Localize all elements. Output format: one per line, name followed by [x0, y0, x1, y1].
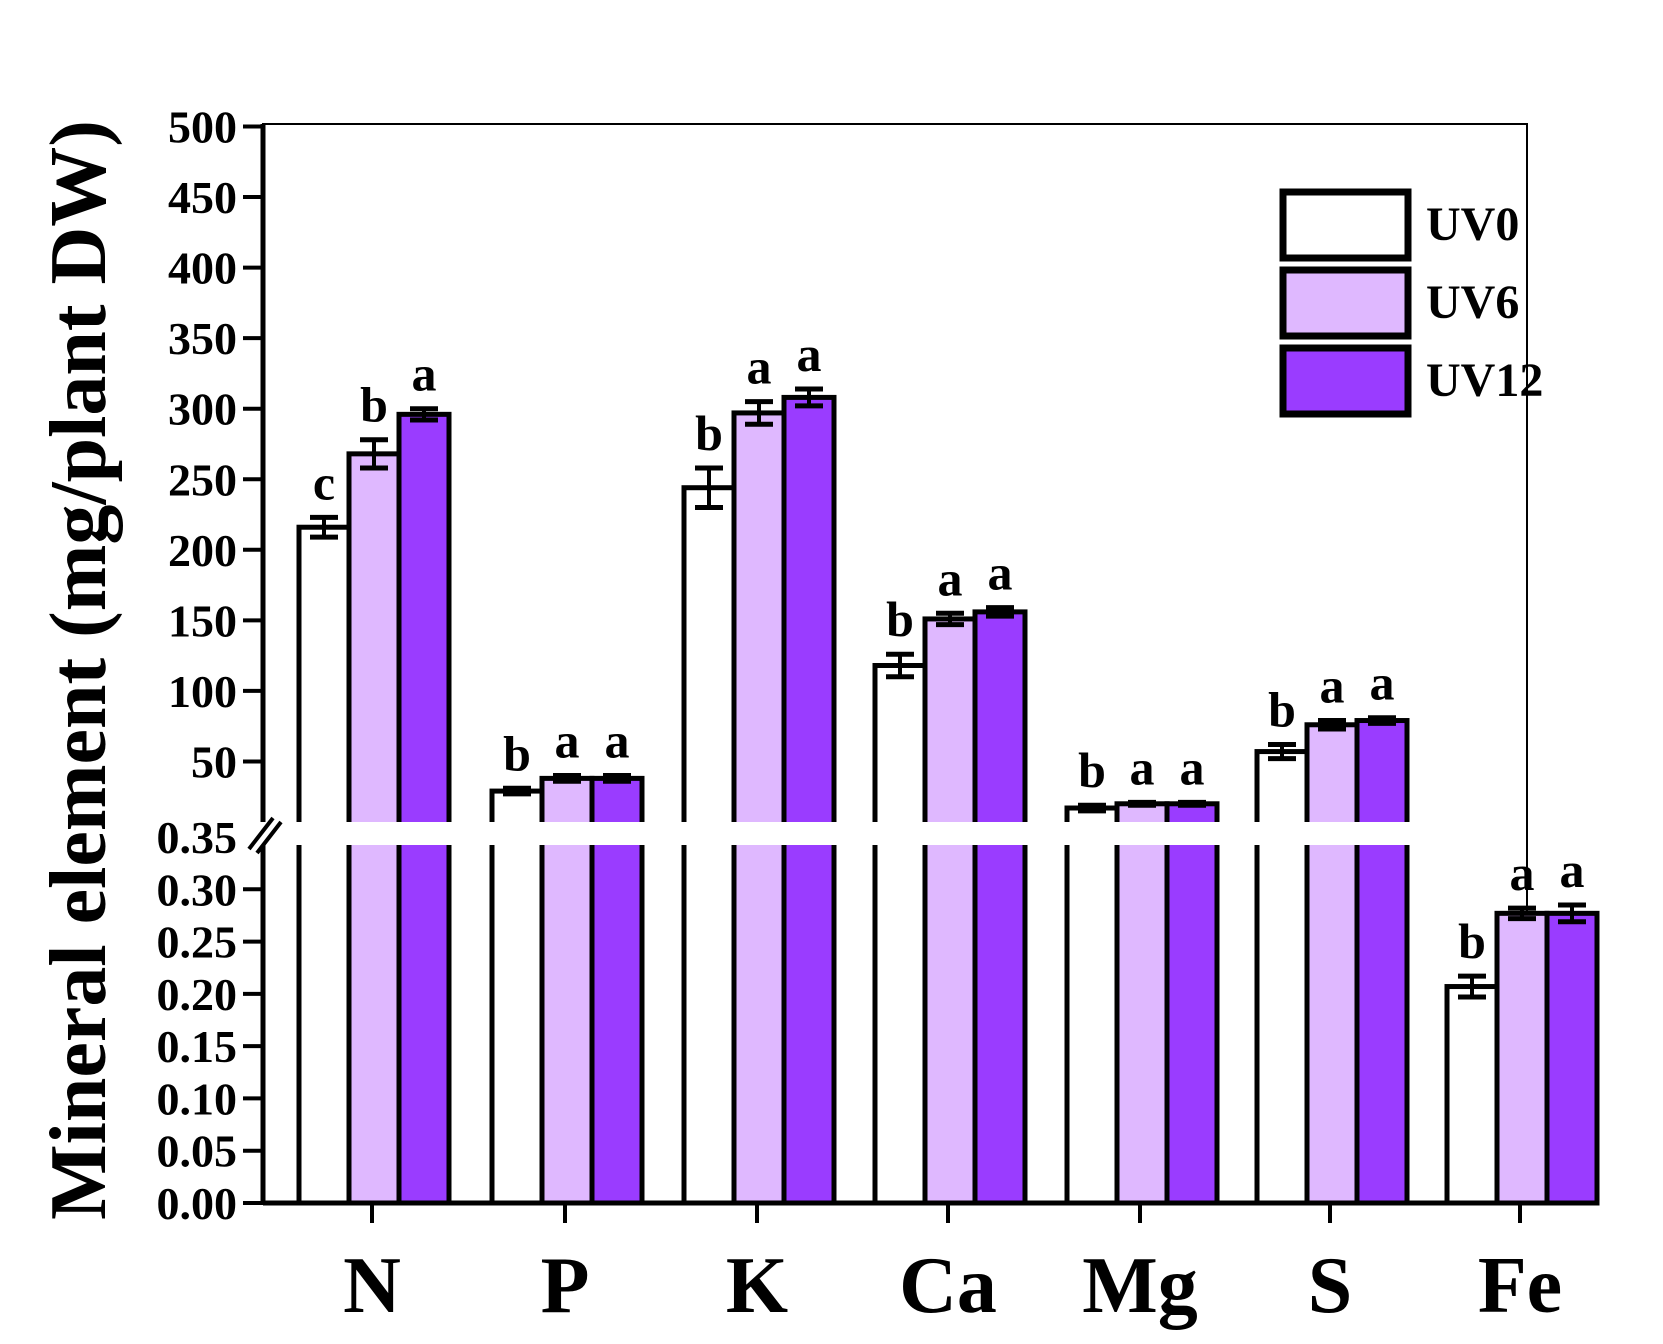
significance-letter: a — [1370, 655, 1395, 711]
significance-letter: a — [1130, 739, 1155, 795]
x-tick-label: N — [343, 1242, 401, 1330]
y-tick-label: 0.20 — [157, 969, 238, 1020]
bar-uv0-k — [681, 485, 737, 1206]
bar-uv0-mg — [1064, 805, 1120, 1206]
significance-letter: b — [695, 405, 723, 461]
y-tick-label: 500 — [168, 102, 237, 153]
legend-swatch-uv12 — [1279, 344, 1412, 418]
axis-break-gap — [265, 822, 1525, 845]
significance-letter: b — [886, 591, 914, 647]
bar-uv12-mg — [1164, 801, 1220, 1206]
axis-break-gap — [243, 822, 267, 845]
y-axis-label: Mineral element (mg/plant DW) — [35, 120, 123, 1220]
bar-uv12-k — [781, 394, 837, 1206]
axis-break-mark — [255, 820, 283, 855]
labels: 501001502002503003504004505000.000.050.1… — [35, 102, 1585, 1331]
bar-uv0-fe — [1444, 984, 1500, 1206]
significance-letter: a — [1510, 845, 1535, 901]
y-tick-label: 50 — [191, 736, 237, 787]
significance-letter: b — [1078, 742, 1106, 798]
significance-letter: b — [1268, 682, 1296, 738]
bar-uv6-ca — [922, 616, 978, 1206]
legend-swatch-uv6 — [1279, 266, 1412, 340]
legend-swatch-uv0 — [1279, 188, 1412, 262]
y-tick-label: 100 — [168, 666, 237, 717]
significance-letter: a — [747, 339, 772, 395]
bar-uv0-p — [489, 788, 545, 1206]
axis-break-mark — [247, 816, 275, 851]
significance-letter: a — [555, 713, 580, 769]
y-tick-label: 200 — [168, 525, 237, 576]
significance-letter: b — [360, 377, 388, 433]
bar-uv6-s — [1304, 722, 1360, 1206]
legend: UV0 UV6 UV12 — [1279, 188, 1543, 418]
significance-letter: a — [1320, 658, 1345, 714]
bar-uv0-n — [296, 524, 352, 1206]
y-tick-label: 0.00 — [157, 1178, 238, 1229]
bar-uv6-k — [731, 410, 787, 1206]
y-tick-label: 0.35 — [157, 812, 238, 863]
significance-letter: a — [938, 550, 963, 606]
bars — [296, 386, 1600, 1206]
bar-uv6-mg — [1114, 801, 1170, 1206]
legend-label-uv6: UV6 — [1426, 276, 1519, 329]
bar-uv12-fe — [1544, 910, 1600, 1206]
legend-label-uv12: UV12 — [1426, 354, 1543, 407]
y-tick-label: 0.30 — [157, 864, 238, 915]
x-tick-label: S — [1308, 1242, 1353, 1330]
bar-uv12-ca — [972, 609, 1028, 1206]
legend-label-uv0: UV0 — [1426, 198, 1519, 251]
y-tick-label: 150 — [168, 595, 237, 646]
significance-letter: a — [1180, 739, 1205, 795]
x-tick-label: P — [541, 1242, 590, 1330]
y-tick-label: 450 — [168, 172, 237, 223]
significance-letter: a — [605, 713, 630, 769]
y-tick-label: 0.25 — [157, 917, 238, 968]
significance-letter: a — [988, 545, 1013, 601]
x-tick-label: Mg — [1082, 1242, 1198, 1330]
y-tick-label: 0.10 — [157, 1073, 238, 1124]
bar-uv6-p — [539, 775, 595, 1206]
bar-uv12-s — [1354, 718, 1410, 1206]
significance-letter: a — [797, 326, 822, 382]
x-tick-label: Fe — [1478, 1242, 1562, 1330]
y-tick-label: 400 — [168, 243, 237, 294]
significance-letter: a — [412, 346, 437, 402]
y-tick-label: 0.05 — [157, 1126, 238, 1177]
y-tick-label: 250 — [168, 454, 237, 505]
bar-uv12-p — [589, 775, 645, 1206]
bar-uv0-ca — [872, 663, 928, 1206]
x-tick-label: K — [726, 1242, 788, 1330]
bar-uv6-fe — [1494, 910, 1550, 1206]
y-tick-label: 300 — [168, 384, 237, 435]
significance-letter: a — [1560, 842, 1585, 898]
bar-uv12-n — [396, 411, 452, 1206]
y-tick-label: 350 — [168, 313, 237, 364]
significance-letter: b — [503, 725, 531, 781]
bar-uv0-s — [1254, 749, 1310, 1206]
y-tick-label: 0.15 — [157, 1021, 238, 1072]
significance-letter: c — [313, 454, 335, 510]
significance-letter: b — [1458, 913, 1486, 969]
x-tick-label: Ca — [899, 1242, 997, 1330]
